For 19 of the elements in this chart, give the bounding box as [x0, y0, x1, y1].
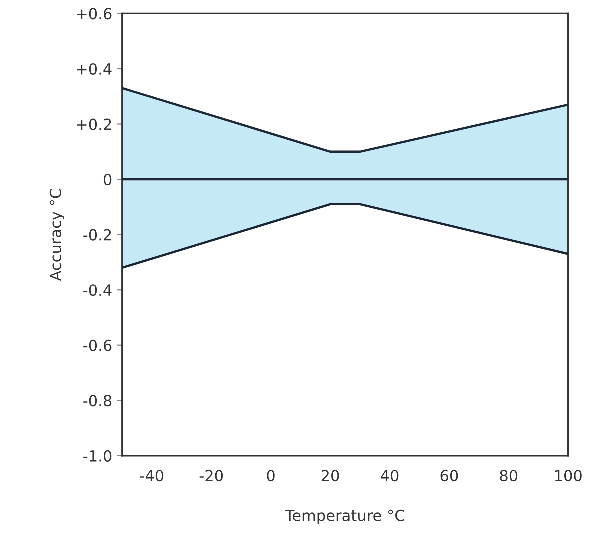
y-tick-label: -0.2 — [84, 229, 112, 241]
x-tick-label: 40 — [380, 470, 399, 482]
x-tick-label: 60 — [440, 470, 458, 482]
x-axis-title: Temperature °C — [285, 510, 404, 524]
y-tick-label: +0.6 — [77, 8, 112, 20]
y-tick-label: 0 — [104, 174, 112, 186]
y-axis-title: Accuracy °C — [50, 189, 64, 282]
x-tick-label: 20 — [322, 470, 340, 482]
y-tick-label: -0.8 — [84, 395, 112, 407]
x-tick-label: -20 — [200, 470, 224, 482]
y-tick-label: +0.4 — [77, 63, 112, 75]
y-tick-label: -0.4 — [84, 284, 112, 296]
x-tick-label: 80 — [500, 470, 518, 482]
y-tick-label: +0.2 — [77, 118, 112, 130]
y-tick-label: -0.6 — [84, 340, 112, 352]
x-tick-label: 100 — [555, 470, 582, 482]
y-tick-label: -1.0 — [84, 450, 112, 462]
x-tick-label: 0 — [267, 470, 275, 482]
x-tick-label: -40 — [140, 470, 164, 482]
